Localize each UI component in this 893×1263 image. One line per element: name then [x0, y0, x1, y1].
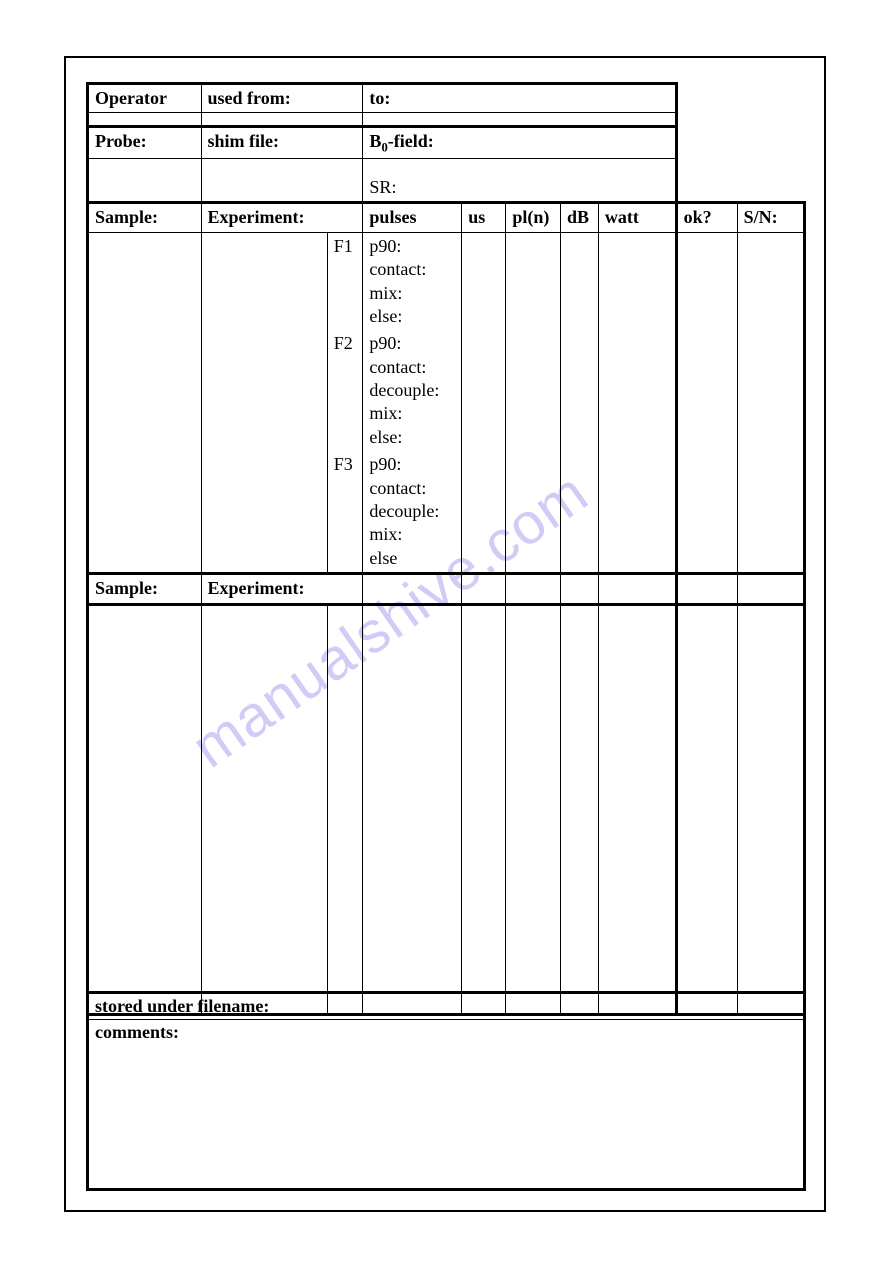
col-us: us	[462, 203, 506, 232]
blank-r3a	[676, 127, 737, 159]
blank-r2c	[363, 113, 676, 127]
label-shim-file: shim file:	[201, 127, 363, 159]
ok-f3	[676, 451, 737, 573]
label-f1: F1	[327, 232, 363, 330]
pulses-f2: p90: contact: decouple: mix: else:	[363, 330, 462, 451]
body-sn	[737, 604, 804, 1014]
ok-f1	[676, 232, 737, 330]
blank-r4d	[737, 159, 804, 203]
body-pln	[506, 604, 561, 1014]
label-f3: F3	[327, 451, 363, 573]
blank-r1a	[676, 84, 737, 113]
pulses-f3: p90: contact: decouple: mix: else	[363, 451, 462, 573]
hdr2-pln	[506, 574, 561, 604]
sn-f2	[737, 330, 804, 451]
body-db	[561, 604, 599, 1014]
body-exp-main	[201, 604, 327, 1014]
experiment-form-table: Operator used from: to: Probe: shim file…	[86, 82, 806, 1016]
col-experiment: Experiment:	[201, 203, 363, 232]
ok-f2	[676, 330, 737, 451]
sn-f1	[737, 232, 804, 330]
footer-table: stored under filename: comments:	[86, 991, 806, 1191]
hdr2-watt	[598, 574, 676, 604]
body-exp-ch	[327, 604, 363, 1014]
col-db: dB	[561, 203, 599, 232]
watt-f2	[598, 330, 676, 451]
col-sample: Sample:	[88, 203, 202, 232]
blank-r1b	[737, 84, 804, 113]
cell-sample-1c	[88, 451, 202, 573]
label-probe: Probe:	[88, 127, 202, 159]
col-watt: watt	[598, 203, 676, 232]
hdr2-pulses	[363, 574, 462, 604]
blank-r2d	[676, 113, 737, 127]
hdr2-db	[561, 574, 599, 604]
col-ok: ok?	[676, 203, 737, 232]
us-f1	[462, 232, 506, 330]
body-ok	[676, 604, 737, 1014]
blank-r2a	[88, 113, 202, 127]
cell-sample-1a	[88, 232, 202, 330]
label-operator: Operator	[88, 84, 202, 113]
pln-f2	[506, 330, 561, 451]
label-b0-field: B0-field:	[363, 127, 676, 159]
cell-exp-1b	[201, 330, 327, 451]
blank-r2b	[201, 113, 363, 127]
cell-sample-1b	[88, 330, 202, 451]
label-comments: comments:	[88, 1020, 805, 1190]
hdr2-us	[462, 574, 506, 604]
hdr2-ok	[676, 574, 737, 604]
cell-exp-1c	[201, 451, 327, 573]
watt-f3	[598, 451, 676, 573]
us-f2	[462, 330, 506, 451]
col-sample-2: Sample:	[88, 574, 202, 604]
pln-f1	[506, 232, 561, 330]
label-used-from: used from:	[201, 84, 363, 113]
blank-r4a	[88, 159, 202, 203]
blank-r4b	[201, 159, 363, 203]
label-f2: F2	[327, 330, 363, 451]
label-to: to:	[363, 84, 676, 113]
body-sample	[88, 604, 202, 1014]
col-experiment-2: Experiment:	[201, 574, 363, 604]
col-pln: pl(n)	[506, 203, 561, 232]
col-sn: S/N:	[737, 203, 804, 232]
db-f1	[561, 232, 599, 330]
body-watt	[598, 604, 676, 1014]
blank-r4c	[676, 159, 737, 203]
pln-f3	[506, 451, 561, 573]
col-pulses: pulses	[363, 203, 462, 232]
hdr2-sn	[737, 574, 804, 604]
db-f3	[561, 451, 599, 573]
sn-f3	[737, 451, 804, 573]
label-stored-filename: stored under filename:	[88, 993, 805, 1020]
body-pulses	[363, 604, 462, 1014]
label-sr: SR:	[363, 159, 676, 203]
pulses-f1: p90: contact: mix: else:	[363, 232, 462, 330]
blank-r3b	[737, 127, 804, 159]
body-us	[462, 604, 506, 1014]
blank-r2e	[737, 113, 804, 127]
db-f2	[561, 330, 599, 451]
watt-f1	[598, 232, 676, 330]
us-f3	[462, 451, 506, 573]
cell-exp-1a	[201, 232, 327, 330]
